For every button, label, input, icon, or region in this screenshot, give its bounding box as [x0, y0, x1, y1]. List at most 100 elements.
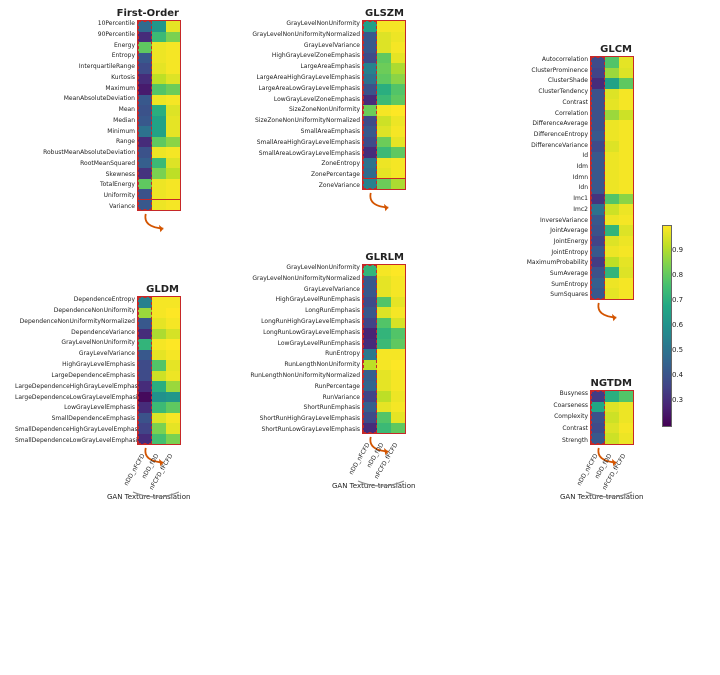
ylabel: ClusterShade [468, 78, 588, 84]
ylabel: LongRunEmphasis [240, 308, 360, 314]
ylabel: SmallAreaHighGrayLevelEmphasis [240, 140, 360, 146]
ylabel: ZonePercentage [240, 172, 360, 178]
cell [363, 158, 377, 169]
cell [138, 392, 152, 403]
ylabel: LongRunHighGrayLevelEmphasis [240, 319, 360, 325]
cell [363, 42, 377, 53]
ylabel: Id [468, 153, 588, 159]
cell [152, 95, 166, 106]
cell [605, 257, 619, 268]
ylabel: GrayLevelNonUniformity [240, 265, 360, 271]
cell [138, 189, 152, 200]
cell [166, 95, 180, 106]
ylabel: DifferenceEntropy [468, 132, 588, 138]
cell [152, 21, 166, 32]
cell [138, 360, 152, 371]
panel-title: GLSZM [240, 8, 406, 19]
y-axis-labels: GrayLevelNonUniformity GrayLevelNonUnifo… [240, 265, 362, 433]
cell [391, 63, 405, 74]
cell [391, 137, 405, 148]
colorbar-gradient [662, 225, 672, 427]
cell [138, 95, 152, 106]
cell [152, 126, 166, 137]
cell [591, 78, 605, 89]
ylabel: SmallDependenceLowGrayLevelEmphasis [15, 438, 135, 444]
ylabel: Kurtosis [15, 75, 135, 81]
ylabel: Median [15, 118, 135, 124]
cell [591, 152, 605, 163]
cell [591, 183, 605, 194]
ylabel: SizeZoneNonUniformity [240, 107, 360, 113]
cell [605, 162, 619, 173]
ylabel: LargeDependenceHighGrayLevelEmphasis [15, 384, 135, 390]
ylabel: ZoneVariance [240, 183, 360, 189]
cell [391, 158, 405, 169]
cell [619, 225, 633, 236]
arrow-icon [364, 190, 398, 216]
ylabel: ShortRunLowGrayLevelEmphasis [240, 427, 360, 433]
cell [377, 158, 391, 169]
ylabel: Busyness [468, 391, 588, 397]
cell [377, 318, 391, 329]
ylabel: Idm [468, 164, 588, 170]
cell [591, 120, 605, 131]
panel-glszm: GLSZMGrayLevelNonUniformity GrayLevelNon… [240, 8, 406, 190]
cell [363, 339, 377, 350]
cell [391, 328, 405, 339]
cell [152, 318, 166, 329]
cell [138, 84, 152, 95]
cell [391, 53, 405, 64]
cell [377, 137, 391, 148]
cell [152, 413, 166, 424]
cell [152, 189, 166, 200]
cell [166, 158, 180, 169]
cell [166, 189, 180, 200]
ylabel: 90Percentile [15, 32, 135, 38]
xlabel: nDD_nFCFD [348, 442, 372, 476]
cell [391, 423, 405, 434]
ylabel: LowGrayLevelZoneEmphasis [240, 97, 360, 103]
cell [363, 328, 377, 339]
cell [166, 84, 180, 95]
cell [363, 391, 377, 402]
cell [391, 84, 405, 95]
cell [152, 32, 166, 43]
cell [591, 236, 605, 247]
cell [605, 278, 619, 289]
cell [377, 53, 391, 64]
cell [152, 116, 166, 127]
cell [138, 126, 152, 137]
cell [619, 141, 633, 152]
cell [619, 402, 633, 413]
cell [377, 339, 391, 350]
ylabel: RobustMeanAbsoluteDeviation [15, 150, 135, 156]
ylabel: DependenceNonUniformity [15, 308, 135, 314]
ylabel: LargeDependenceEmphasis [15, 373, 135, 379]
cell [605, 204, 619, 215]
ylabel: MeanAbsoluteDeviation [15, 96, 135, 102]
cell [363, 74, 377, 85]
cell [391, 381, 405, 392]
ylabel: Idmn [468, 175, 588, 181]
cell [605, 131, 619, 142]
ylabel: LowGrayLevelRunEmphasis [240, 341, 360, 347]
cell [166, 147, 180, 158]
cell [363, 168, 377, 179]
ylabel: GrayLevelVariance [240, 43, 360, 49]
cell [605, 152, 619, 163]
cell [166, 200, 180, 211]
cell [377, 42, 391, 53]
cell [605, 110, 619, 121]
cell [166, 53, 180, 64]
cell [619, 246, 633, 257]
cell [605, 215, 619, 226]
cell [152, 200, 166, 211]
ylabel: RootMeanSquared [15, 161, 135, 167]
cell [138, 179, 152, 190]
cell [166, 402, 180, 413]
cell [152, 381, 166, 392]
cell [166, 32, 180, 43]
ylabel: DependenceEntropy [15, 297, 135, 303]
cell [377, 21, 391, 32]
cell [391, 307, 405, 318]
